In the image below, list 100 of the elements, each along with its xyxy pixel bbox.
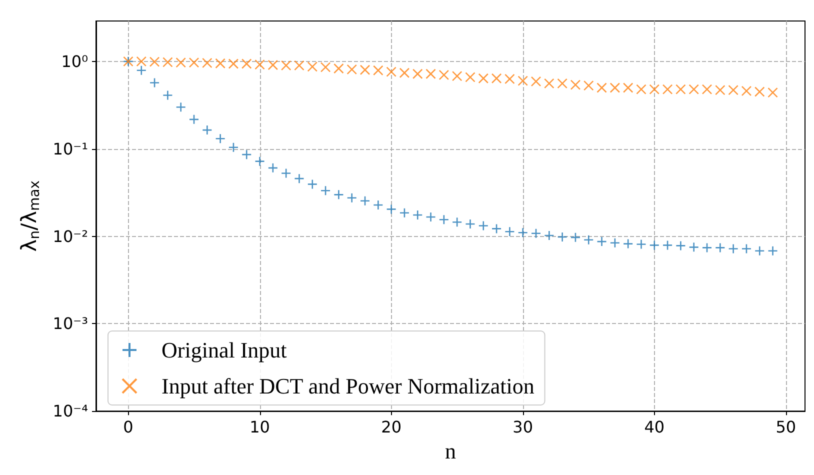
point — [294, 60, 304, 71]
point — [452, 70, 462, 82]
point — [465, 72, 476, 82]
point — [465, 218, 476, 230]
point — [162, 57, 173, 68]
y-tick-label: 10⁻¹ — [52, 139, 88, 158]
point — [268, 60, 278, 70]
point — [188, 114, 200, 125]
point — [570, 80, 581, 90]
point — [241, 58, 252, 69]
point — [162, 90, 173, 100]
point — [583, 234, 594, 245]
y-axis-title: λn/λmax — [16, 180, 43, 252]
point — [254, 156, 265, 166]
point — [360, 196, 370, 206]
point — [728, 84, 738, 96]
point — [596, 82, 607, 93]
point — [346, 192, 357, 204]
point — [768, 246, 778, 256]
point — [320, 185, 331, 196]
point — [426, 68, 436, 80]
point — [149, 56, 160, 67]
point — [702, 84, 712, 94]
y-tick-label: 10⁰ — [61, 52, 88, 71]
point — [438, 70, 450, 80]
point — [399, 68, 410, 78]
point — [215, 58, 226, 69]
point — [557, 78, 568, 89]
point — [583, 80, 594, 91]
point — [386, 66, 396, 77]
point — [610, 238, 620, 248]
legend-label: Input after DCT and Power Normalization — [162, 374, 534, 398]
point — [662, 240, 673, 250]
point — [149, 78, 160, 88]
point — [228, 58, 239, 69]
point — [688, 84, 699, 94]
point — [176, 102, 186, 112]
point — [202, 58, 212, 68]
point — [768, 87, 778, 98]
point — [649, 84, 660, 94]
point — [754, 86, 765, 97]
x-tick-label: 50 — [776, 418, 796, 437]
point — [334, 190, 344, 200]
x-tick-label: 30 — [512, 418, 534, 437]
point — [676, 84, 686, 94]
point — [176, 57, 186, 68]
point — [741, 244, 752, 254]
point — [610, 82, 620, 93]
point — [715, 84, 726, 96]
point — [649, 240, 660, 250]
point — [254, 59, 265, 70]
point — [676, 240, 686, 251]
point — [662, 84, 673, 94]
point — [399, 208, 410, 218]
point — [715, 242, 726, 253]
point — [241, 149, 252, 160]
point — [557, 232, 568, 242]
point — [596, 236, 607, 247]
point — [426, 212, 436, 222]
point — [504, 226, 515, 237]
point — [294, 173, 304, 184]
point — [741, 86, 752, 96]
point — [544, 78, 554, 89]
legend-label: Original Input — [162, 338, 287, 362]
point — [491, 73, 502, 84]
x-tick-label: 20 — [381, 418, 402, 437]
y-tick-label: 10⁻² — [52, 226, 88, 246]
point — [518, 227, 528, 238]
point — [188, 57, 200, 68]
point — [202, 124, 212, 136]
point — [636, 84, 646, 94]
point — [320, 62, 331, 72]
point — [688, 242, 699, 252]
point — [228, 142, 239, 153]
point — [307, 62, 318, 72]
point — [622, 82, 634, 93]
point — [478, 220, 489, 231]
point — [570, 232, 581, 243]
point — [530, 228, 542, 238]
point — [452, 217, 462, 228]
point — [268, 162, 278, 174]
point — [280, 168, 292, 178]
point — [346, 64, 357, 75]
point — [373, 65, 384, 76]
point — [702, 242, 712, 253]
point — [136, 65, 147, 76]
x-axis-title: n — [445, 438, 456, 464]
point — [412, 68, 423, 80]
x-tick-label: 0 — [123, 418, 134, 437]
y-tick-label: 10⁻⁴ — [52, 402, 88, 421]
point — [530, 76, 542, 87]
x-tick-label: 10 — [250, 418, 270, 437]
point — [412, 210, 423, 220]
point — [386, 204, 396, 214]
point — [136, 56, 147, 67]
point — [728, 244, 738, 254]
point — [504, 74, 515, 84]
point — [334, 63, 344, 74]
y-tick-label: 10⁻³ — [52, 314, 88, 334]
point — [438, 214, 450, 225]
